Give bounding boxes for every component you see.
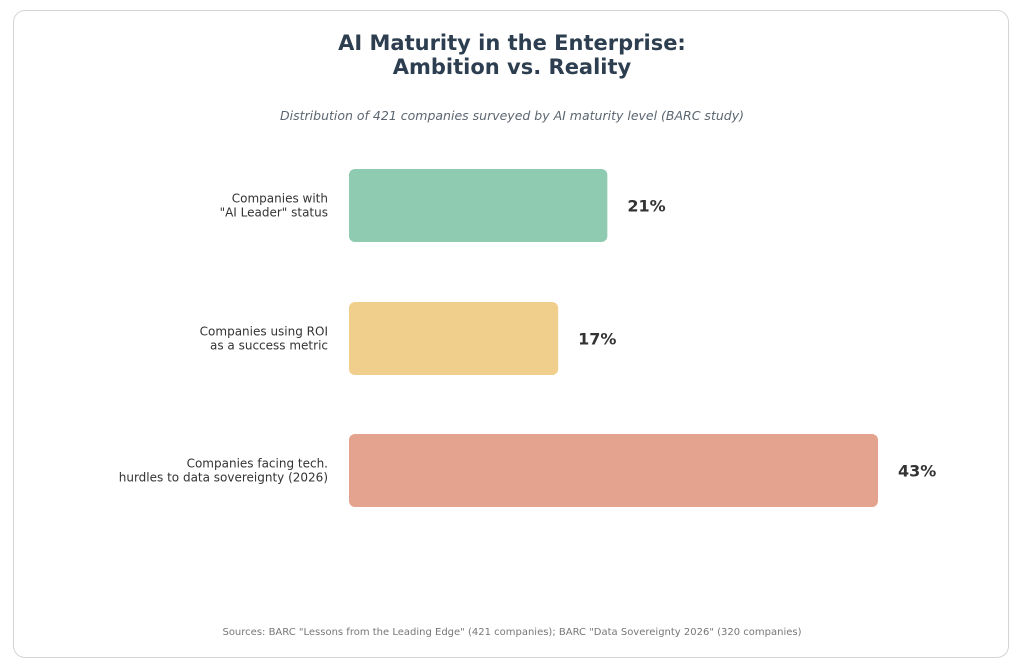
category-label-line: hurdles to data sovereignty (2026) (119, 471, 328, 485)
category-label-line: Companies facing tech. (187, 457, 328, 471)
category-label-2: Companies using ROI as a success metric (200, 325, 328, 353)
category-label-1: Companies with "AI Leader" status (220, 192, 328, 220)
bar-1 (349, 169, 608, 242)
value-label-3: 43% (898, 462, 936, 481)
chart-title: AI Maturity in the Enterprise: Ambition … (0, 31, 1024, 79)
category-label-line: Companies with (232, 192, 328, 206)
category-label-line: "AI Leader" status (220, 206, 328, 220)
category-label-line: as a success metric (210, 339, 328, 353)
category-label-3: Companies facing tech. hurdles to data so… (119, 457, 328, 485)
chart-source: Sources: BARC "Lessons from the Leading … (222, 627, 802, 638)
chart-title-line-2: Ambition vs. Reality (392, 55, 632, 79)
bar-3 (349, 434, 878, 507)
value-label-1: 21% (627, 197, 665, 216)
chart-title-line-1: AI Maturity in the Enterprise: (338, 31, 686, 55)
value-label-2: 17% (578, 330, 616, 349)
category-label-line: Companies using ROI (200, 325, 328, 339)
chart-subtitle: Distribution of 421 companies surveyed b… (280, 108, 744, 123)
bar-2 (349, 302, 559, 375)
